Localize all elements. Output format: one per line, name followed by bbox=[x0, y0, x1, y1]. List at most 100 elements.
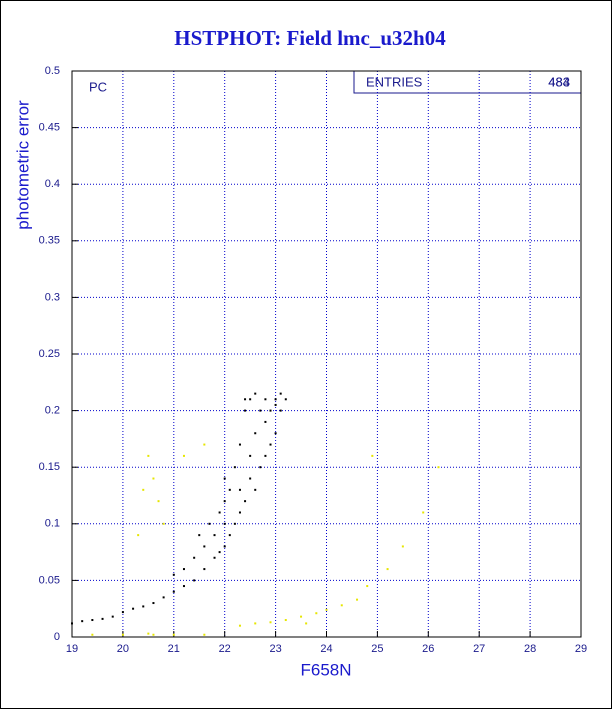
point bbox=[269, 409, 272, 412]
x-tick-label: 24 bbox=[320, 643, 332, 655]
x-tick-label: 23 bbox=[269, 643, 281, 655]
y-tick-label: 0.35 bbox=[39, 235, 60, 247]
point bbox=[101, 617, 104, 620]
point bbox=[203, 633, 206, 636]
point bbox=[274, 403, 277, 406]
point bbox=[223, 500, 226, 503]
point bbox=[238, 443, 241, 446]
point bbox=[325, 608, 328, 611]
x-tick-label: 29 bbox=[575, 643, 587, 655]
point bbox=[244, 500, 247, 503]
point bbox=[162, 522, 165, 525]
point bbox=[274, 432, 277, 435]
point bbox=[91, 619, 94, 622]
point bbox=[208, 522, 211, 525]
point bbox=[340, 604, 343, 607]
point bbox=[182, 585, 185, 588]
point bbox=[269, 443, 272, 446]
y-tick-label: 0.5 bbox=[45, 65, 60, 77]
point bbox=[254, 622, 257, 625]
point bbox=[172, 590, 175, 593]
point bbox=[386, 568, 389, 571]
point bbox=[238, 624, 241, 627]
point bbox=[198, 534, 201, 537]
panel-label: PC bbox=[89, 79, 107, 94]
point bbox=[254, 392, 257, 395]
point bbox=[366, 585, 369, 588]
point bbox=[269, 621, 272, 624]
point bbox=[223, 545, 226, 548]
x-tick-label: 22 bbox=[219, 643, 231, 655]
point bbox=[223, 522, 226, 525]
x-tick-label: 25 bbox=[371, 643, 383, 655]
point bbox=[264, 420, 267, 423]
point bbox=[142, 605, 145, 608]
point bbox=[284, 398, 287, 401]
y-tick-label: 0.3 bbox=[45, 291, 60, 303]
point bbox=[152, 477, 155, 480]
point bbox=[305, 622, 308, 625]
point bbox=[279, 392, 282, 395]
point bbox=[71, 622, 73, 625]
point bbox=[218, 511, 221, 514]
point bbox=[213, 534, 216, 537]
point bbox=[157, 500, 160, 503]
y-tick-label: 0.4 bbox=[45, 178, 60, 190]
point bbox=[259, 466, 262, 469]
point bbox=[228, 488, 231, 491]
point bbox=[238, 511, 241, 514]
point bbox=[142, 488, 145, 491]
point bbox=[203, 545, 206, 548]
plot-frame bbox=[71, 70, 582, 638]
point bbox=[249, 398, 252, 401]
point bbox=[259, 409, 262, 412]
point bbox=[121, 633, 124, 636]
y-tick-label: 0.1 bbox=[45, 518, 60, 530]
point bbox=[254, 432, 257, 435]
point bbox=[356, 598, 359, 601]
point bbox=[203, 568, 206, 571]
point bbox=[249, 477, 252, 480]
y-tick-label: 0.15 bbox=[39, 461, 60, 473]
y-tick-label: 0.45 bbox=[39, 122, 60, 134]
x-tick-label: 20 bbox=[117, 643, 129, 655]
point bbox=[111, 615, 114, 618]
point bbox=[264, 454, 267, 457]
point bbox=[182, 568, 185, 571]
point bbox=[244, 398, 247, 401]
point bbox=[371, 454, 374, 457]
point bbox=[147, 454, 150, 457]
point bbox=[264, 398, 267, 401]
point bbox=[213, 556, 216, 559]
point bbox=[233, 522, 236, 525]
point bbox=[91, 633, 94, 636]
point bbox=[244, 409, 247, 412]
point bbox=[254, 488, 257, 491]
y-tick-label: 0.2 bbox=[45, 405, 60, 417]
x-axis-label: F658N bbox=[300, 660, 351, 679]
chart-title: HSTPHOT: Field lmc_u32h04 bbox=[174, 26, 446, 50]
point bbox=[203, 443, 206, 446]
point bbox=[121, 611, 124, 614]
point bbox=[274, 398, 277, 401]
stats-value: 484 bbox=[548, 74, 570, 89]
point bbox=[137, 534, 140, 537]
point bbox=[147, 632, 150, 635]
stats-label: ENTRIES bbox=[366, 74, 423, 89]
point bbox=[218, 551, 221, 554]
point bbox=[437, 466, 440, 469]
x-tick-label: 21 bbox=[168, 643, 180, 655]
point bbox=[223, 477, 226, 480]
x-tick-label: 19 bbox=[66, 643, 78, 655]
x-tick-label: 26 bbox=[422, 643, 434, 655]
point bbox=[132, 607, 135, 610]
stats-value: 483 bbox=[548, 74, 570, 89]
point bbox=[172, 633, 175, 636]
point bbox=[193, 579, 196, 582]
point bbox=[182, 454, 185, 457]
point bbox=[162, 596, 165, 599]
point bbox=[152, 633, 155, 636]
point bbox=[249, 454, 252, 457]
